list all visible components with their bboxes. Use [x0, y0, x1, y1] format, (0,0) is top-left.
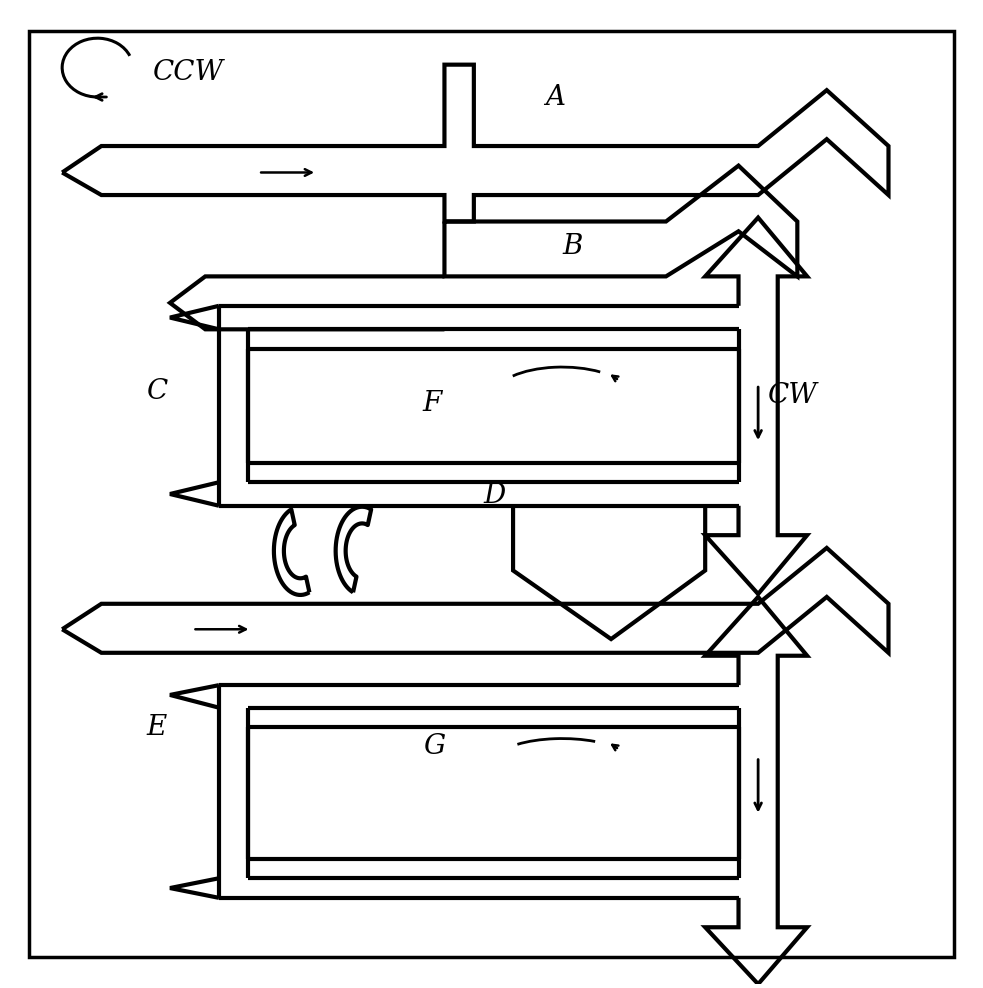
Text: CW: CW [768, 382, 818, 409]
Text: A: A [546, 84, 565, 111]
Text: B: B [562, 233, 583, 261]
Text: D: D [484, 482, 506, 510]
Text: CCW: CCW [153, 59, 224, 86]
Text: G: G [423, 733, 445, 761]
Text: C: C [146, 377, 168, 404]
Text: F: F [423, 390, 442, 417]
Text: E: E [146, 713, 167, 741]
